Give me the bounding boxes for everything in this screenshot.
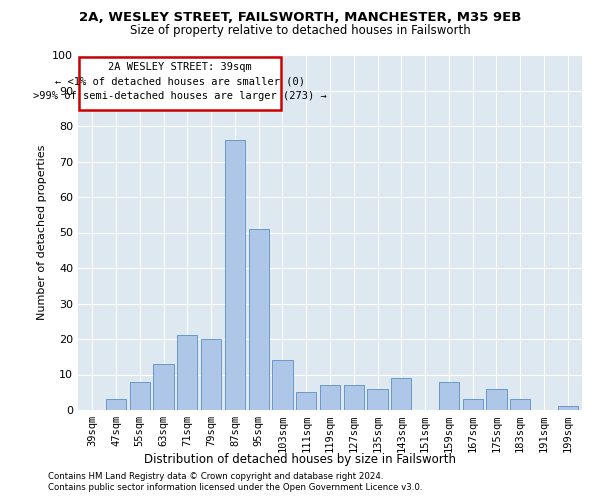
Bar (296, 392, 316, 410)
Bar (391, 378, 412, 410)
Text: ← <1% of detached houses are smaller (0): ← <1% of detached houses are smaller (0) (55, 76, 305, 86)
Text: Contains HM Land Registry data © Crown copyright and database right 2024.: Contains HM Land Registry data © Crown c… (48, 472, 383, 481)
Bar (463, 400, 483, 410)
Bar (439, 382, 459, 410)
Bar (320, 385, 340, 410)
Bar (367, 388, 388, 410)
Bar (272, 360, 293, 410)
Bar (106, 400, 126, 410)
Bar (79, 57, 281, 110)
Text: 2A, WESLEY STREET, FAILSWORTH, MANCHESTER, M35 9EB: 2A, WESLEY STREET, FAILSWORTH, MANCHESTE… (79, 11, 521, 24)
Bar (557, 406, 578, 410)
Text: Contains public sector information licensed under the Open Government Licence v3: Contains public sector information licen… (48, 484, 422, 492)
Bar (344, 385, 364, 410)
Bar (130, 382, 150, 410)
Bar (225, 140, 245, 410)
Text: Distribution of detached houses by size in Failsworth: Distribution of detached houses by size … (144, 452, 456, 466)
Bar (177, 336, 197, 410)
Text: 2A WESLEY STREET: 39sqm: 2A WESLEY STREET: 39sqm (109, 62, 252, 72)
Bar (154, 364, 173, 410)
Bar (487, 388, 506, 410)
Text: >99% of semi-detached houses are larger (273) →: >99% of semi-detached houses are larger … (34, 90, 327, 101)
Text: Size of property relative to detached houses in Failsworth: Size of property relative to detached ho… (130, 24, 470, 37)
Y-axis label: Number of detached properties: Number of detached properties (37, 145, 47, 320)
Bar (201, 339, 221, 410)
Bar (510, 400, 530, 410)
Bar (248, 229, 269, 410)
